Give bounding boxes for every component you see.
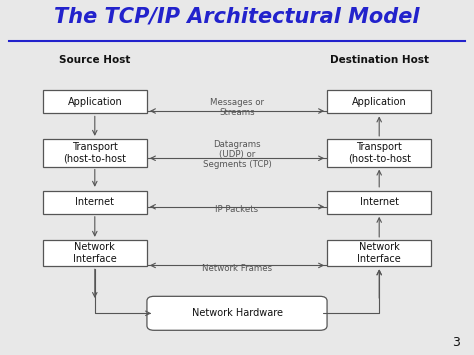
Text: 3: 3 xyxy=(452,336,460,349)
FancyBboxPatch shape xyxy=(147,296,327,330)
Text: IP Packets: IP Packets xyxy=(216,205,258,214)
Text: Network Frames: Network Frames xyxy=(202,264,272,273)
Text: Application: Application xyxy=(67,97,122,107)
Text: Transport
(host-to-host: Transport (host-to-host xyxy=(348,142,410,164)
Text: Datagrams
(UDP) or
Segments (TCP): Datagrams (UDP) or Segments (TCP) xyxy=(202,140,272,169)
Text: Source Host: Source Host xyxy=(59,55,130,65)
Text: Internet: Internet xyxy=(360,197,399,207)
FancyBboxPatch shape xyxy=(43,240,147,266)
FancyBboxPatch shape xyxy=(43,191,147,214)
FancyBboxPatch shape xyxy=(327,240,431,266)
Text: The TCP/IP Architectural Model: The TCP/IP Architectural Model xyxy=(54,6,420,26)
FancyBboxPatch shape xyxy=(43,139,147,166)
FancyBboxPatch shape xyxy=(327,90,431,113)
Text: Network Hardware: Network Hardware xyxy=(191,308,283,318)
Text: Network
Interface: Network Interface xyxy=(357,242,401,264)
Text: Network
Interface: Network Interface xyxy=(73,242,117,264)
Text: Destination Host: Destination Host xyxy=(330,55,428,65)
FancyBboxPatch shape xyxy=(327,191,431,214)
Text: Transport
(host-to-host: Transport (host-to-host xyxy=(64,142,126,164)
Text: Internet: Internet xyxy=(75,197,114,207)
FancyBboxPatch shape xyxy=(327,139,431,166)
Text: Application: Application xyxy=(352,97,407,107)
FancyBboxPatch shape xyxy=(43,90,147,113)
Text: Messages or
Streams: Messages or Streams xyxy=(210,98,264,118)
